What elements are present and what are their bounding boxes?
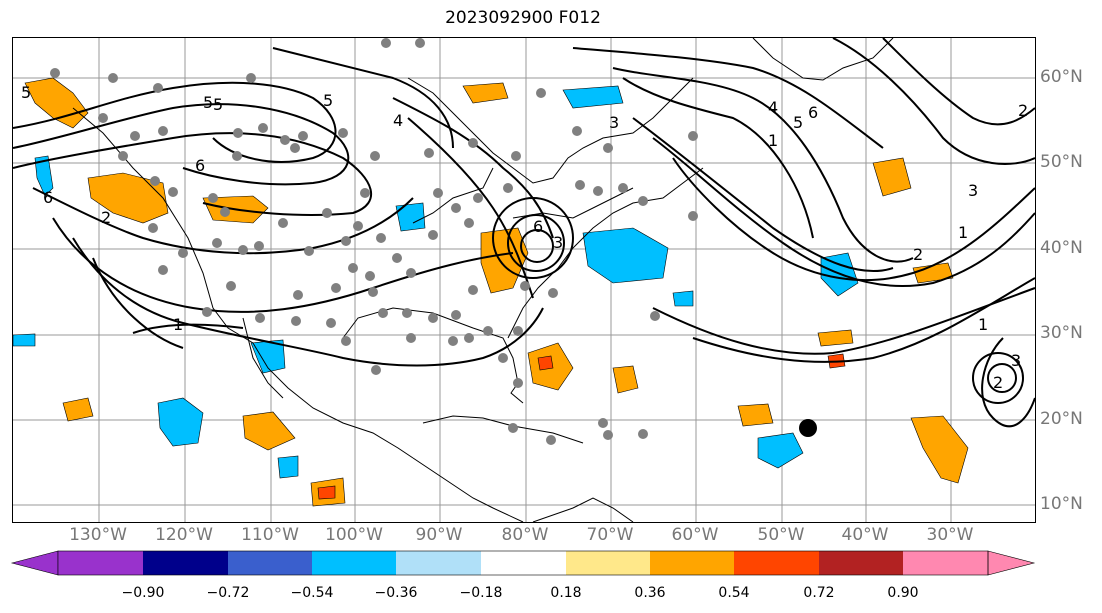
shade-orange: [87, 172, 169, 224]
lon-label-40w: 40°W: [841, 525, 889, 545]
contour-label: 2: [993, 373, 1003, 392]
colorbar-bin: [312, 551, 396, 575]
shade-orange: [872, 157, 912, 197]
lon-label-120w: 120°W: [155, 525, 213, 545]
colorbar-max-arrow: [987, 550, 1036, 576]
colorbar-tick: −0.54: [290, 585, 334, 601]
contour-label: 3: [968, 181, 978, 200]
shade-blue: [34, 155, 54, 197]
storm-center-marker: [799, 419, 817, 437]
observation-points: [50, 38, 698, 445]
shade-blue: [562, 85, 624, 109]
lon-label-80w: 80°W: [501, 525, 549, 545]
shade-blue: [395, 202, 426, 232]
contour-label: 2: [101, 208, 111, 227]
colorbar-min-arrow: [10, 550, 59, 576]
shade-blue: [582, 227, 669, 284]
contour-label: 3: [1011, 351, 1021, 370]
shade-blue: [277, 455, 299, 479]
colorbar-tick: 0.90: [887, 585, 919, 601]
colorbar-bin: [58, 551, 143, 575]
contour-label: 6: [808, 103, 818, 122]
colorbar-bin: [734, 551, 819, 575]
colorbar-tick: −0.36: [374, 585, 418, 601]
shade-orange: [910, 415, 969, 484]
contour-value-labels: 5 6 4 5 6 5 4 5 6 1 2 1 2 3 1 2 3 3 2 6 …: [21, 83, 1028, 392]
colorbar-tick: 0.72: [803, 585, 835, 601]
colorbar-bin: [481, 551, 566, 575]
lon-label-100w: 100°W: [325, 525, 383, 545]
lat-label-60n: 60°N: [1040, 67, 1083, 87]
lat-label-20n: 20°N: [1040, 409, 1083, 429]
contour-label: 6: [195, 156, 205, 175]
contour-label: 3: [553, 233, 563, 252]
contour-label: 5: [213, 95, 223, 114]
lon-label-130w: 130°W: [69, 525, 127, 545]
contour-lines: [13, 38, 1035, 428]
colorbar-tick: 0.54: [718, 585, 750, 601]
shade-orange: [462, 82, 509, 104]
lon-label-30w: 30°W: [926, 525, 974, 545]
lat-label-50n: 50°N: [1040, 152, 1083, 172]
contour-label: 1: [978, 315, 988, 334]
colorbar-bin: [228, 551, 312, 575]
contour-label: 5: [323, 91, 333, 110]
anomaly-shading: [13, 77, 969, 507]
shade-blue: [757, 432, 804, 469]
contour-label: 5: [793, 113, 803, 132]
lon-label-50w: 50°W: [757, 525, 805, 545]
colorbar-bin: [566, 551, 650, 575]
shade-orange: [24, 77, 89, 129]
colorbar-bin: [903, 551, 988, 575]
contour-label: 4: [768, 98, 778, 117]
shade-orange: [242, 411, 296, 451]
shade-blue: [250, 339, 286, 374]
shade-orange: [737, 403, 774, 427]
colorbar-bin: [143, 551, 228, 575]
contour-label: 2: [1018, 101, 1028, 120]
colorbar-bin: [650, 551, 734, 575]
lon-label-110w: 110°W: [241, 525, 299, 545]
contour-label: 6: [43, 188, 53, 207]
lat-label-10n: 10°N: [1040, 494, 1083, 514]
contour-label: 3: [609, 113, 619, 132]
shade-orange: [612, 365, 639, 394]
map-title: 2023092900 F012: [445, 8, 601, 28]
lat-label-30n: 30°N: [1040, 323, 1083, 343]
contour-label: 1: [173, 315, 183, 334]
lon-label-70w: 70°W: [586, 525, 634, 545]
lon-label-60w: 60°W: [671, 525, 719, 545]
shade-blue: [157, 397, 204, 447]
shade-red: [537, 355, 554, 371]
map-canvas: 5 6 4 5 6 5 4 5 6 1 2 1 2 3 1 2 3 3 2 6 …: [13, 38, 1035, 522]
contour-label: 5: [21, 83, 31, 102]
contour-label: 6: [533, 217, 543, 236]
shade-blue: [13, 333, 36, 347]
colorbar-tick: 0.18: [550, 585, 582, 601]
contour-label: 1: [958, 223, 968, 242]
lat-label-40n: 40°N: [1040, 238, 1083, 258]
shade-red: [317, 485, 336, 500]
colorbar-tick: −0.90: [121, 585, 165, 601]
lon-label-90w: 90°W: [415, 525, 463, 545]
shade-blue: [672, 290, 694, 307]
shade-orange: [817, 329, 854, 347]
shade-orange: [62, 397, 94, 422]
contour-label: 1: [768, 131, 778, 150]
contour-label: 4: [393, 111, 403, 130]
colorbar-bin: [819, 551, 903, 575]
colorbar-tick: −0.18: [459, 585, 503, 601]
colorbar-tick: 0.36: [634, 585, 666, 601]
colorbar-bin: [396, 551, 481, 575]
contour-label: 2: [913, 245, 923, 264]
contour-label: 5: [203, 93, 213, 112]
map-panel: 5 6 4 5 6 5 4 5 6 1 2 1 2 3 1 2 3 3 2 6 …: [12, 37, 1036, 523]
colorbar: [10, 550, 1036, 576]
colorbar-tick: −0.72: [206, 585, 250, 601]
